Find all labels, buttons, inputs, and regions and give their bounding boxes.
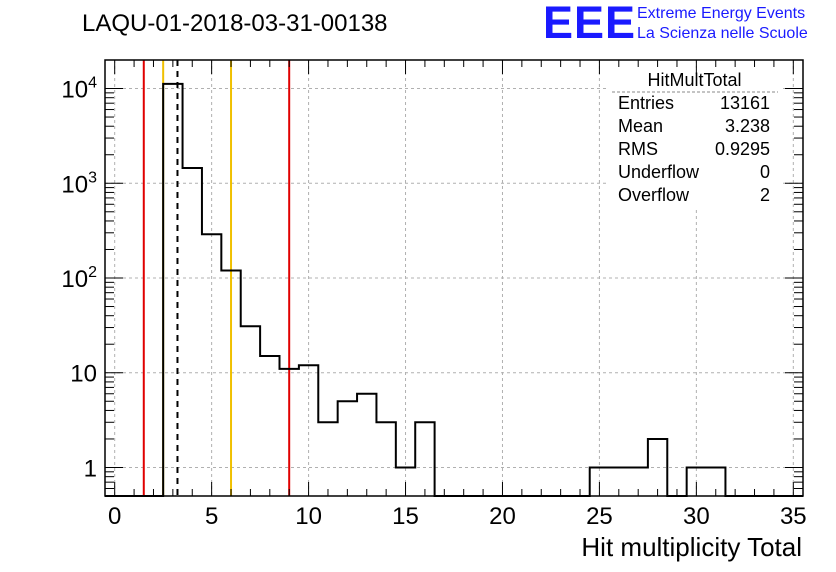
stat-rms-label: RMS <box>618 139 658 159</box>
x-tick-label: 35 <box>780 503 807 530</box>
histogram-series <box>105 82 803 497</box>
x-tick-label: 0 <box>108 503 121 530</box>
stat-underflow-value: 0 <box>759 162 770 182</box>
y-tick-label: 104 <box>61 75 97 104</box>
run-title: LAQU-01-2018-03-31-00138 <box>82 10 388 37</box>
histogram-bin <box>415 422 434 496</box>
y-axis-ticks: 1 10 102 103 104 <box>61 59 803 497</box>
stat-entries-label: Entries <box>618 93 675 113</box>
histogram-bin <box>241 326 260 496</box>
y-tick-label: 103 <box>61 169 97 198</box>
logo-line-1: Extreme Energy Events <box>637 5 806 22</box>
stats-box-background <box>609 68 780 208</box>
x-tick-label: 15 <box>392 503 419 530</box>
histogram-bin <box>318 422 337 496</box>
histogram-bin <box>183 168 202 496</box>
x-tick-label: 5 <box>205 503 218 530</box>
x-tick-label: 25 <box>586 503 613 530</box>
histogram-bin <box>260 356 279 496</box>
histogram-bin <box>338 401 357 496</box>
stat-overflow-value: 2 <box>759 185 770 205</box>
y-tick-label: 1 <box>84 455 97 482</box>
x-tick-label: 30 <box>683 503 710 530</box>
axes <box>104 59 804 497</box>
x-axis-label: Hit multiplicity Total <box>581 532 802 562</box>
stat-overflow-label: Overflow <box>618 185 690 205</box>
stat-entries-value: 13161 <box>719 93 770 113</box>
histogram-bin <box>376 422 395 496</box>
stat-rms-value: 0.9295 <box>714 139 770 159</box>
histogram-outline <box>105 82 803 497</box>
stat-underflow-label: Underflow <box>618 162 700 182</box>
stat-mean-value: 3.238 <box>724 116 770 136</box>
y-tick-label: 102 <box>61 264 97 293</box>
histogram-bin <box>357 394 376 496</box>
eee-logo: EEE <box>543 0 637 48</box>
stats-title: HitMultTotal <box>647 70 742 90</box>
logo-line-2: La Scienza nelle Scuole <box>637 25 808 42</box>
x-tick-label: 20 <box>489 503 516 530</box>
x-tick-label: 10 <box>295 503 322 530</box>
histogram-bin <box>163 84 182 496</box>
x-axis-ticks: 0 5 10 15 20 25 30 35 <box>108 60 807 530</box>
y-tick-label: 10 <box>70 361 97 388</box>
stat-mean-label: Mean <box>618 116 664 136</box>
